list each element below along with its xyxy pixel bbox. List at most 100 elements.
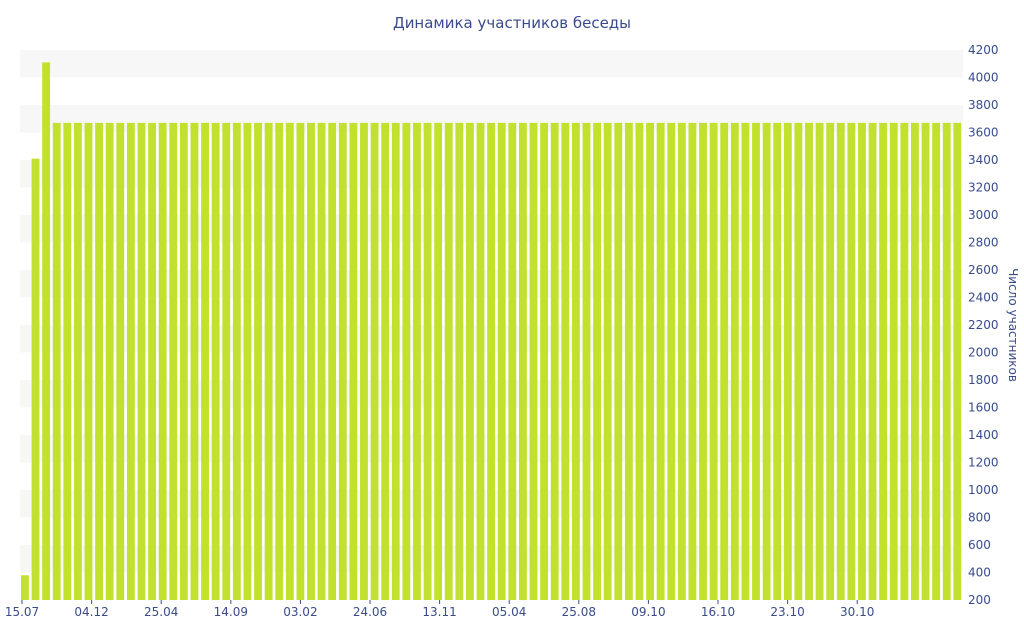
bar <box>360 122 368 601</box>
x-tick-label: 16.10 <box>701 605 735 619</box>
y-tick-label: 2800 <box>968 236 999 250</box>
bar <box>868 122 877 601</box>
x-tick-label: 04.12 <box>74 605 108 619</box>
bar <box>805 122 813 601</box>
bar <box>349 122 358 601</box>
bar <box>529 122 538 601</box>
bar <box>773 122 782 601</box>
x-tick-label: 13.11 <box>422 605 456 619</box>
bar <box>836 122 845 601</box>
bar <box>211 122 220 601</box>
bar <box>942 122 951 601</box>
bar <box>487 122 496 601</box>
y-tick-label: 4200 <box>968 43 999 57</box>
bar <box>243 122 252 601</box>
y-tick-label: 1800 <box>968 373 999 387</box>
y-tick-label: 2400 <box>968 291 999 305</box>
bar <box>137 122 146 601</box>
chart-title: Динамика участников беседы <box>393 14 631 32</box>
y-tick-label: 600 <box>968 538 991 552</box>
bar <box>508 122 517 601</box>
y-axis-label: Число участников <box>1006 268 1020 382</box>
x-tick-label: 09.10 <box>631 605 665 619</box>
bar <box>932 122 941 601</box>
bar <box>158 122 167 601</box>
bar <box>254 122 262 601</box>
bar <box>95 122 104 601</box>
y-tick-label: 200 <box>968 593 991 607</box>
bar <box>126 122 135 601</box>
y-tick-label: 1400 <box>968 428 999 442</box>
bar <box>402 122 411 601</box>
y-tick-label: 3600 <box>968 126 999 140</box>
bars-group <box>21 62 962 601</box>
bar <box>593 122 601 601</box>
bar <box>741 122 750 601</box>
x-tick-label: 14.09 <box>214 605 248 619</box>
y-tick-label: 3400 <box>968 153 999 167</box>
bar <box>31 158 40 601</box>
bar <box>635 122 644 601</box>
bar <box>762 122 771 601</box>
y-tick-label: 400 <box>968 566 991 580</box>
bar <box>794 122 803 601</box>
bar <box>455 122 464 601</box>
bar <box>709 122 718 601</box>
y-tick-label: 3800 <box>968 98 999 112</box>
x-axis-ticks: 15.07 04.12 25.04 14.09 03.02 24.06 13.11 05.04… <box>5 600 874 619</box>
bar <box>413 122 421 601</box>
x-tick-label: 03.02 <box>283 605 317 619</box>
bar <box>423 122 432 601</box>
bar <box>285 122 294 601</box>
x-tick-label: 23.10 <box>770 605 804 619</box>
y-tick-label: 1600 <box>968 401 999 415</box>
y-tick-label: 800 <box>968 511 991 525</box>
bar <box>169 122 178 601</box>
bar <box>730 122 739 601</box>
bar <box>699 122 707 601</box>
x-tick-label: 15.07 <box>5 605 39 619</box>
bar <box>783 122 792 601</box>
bar <box>582 122 591 601</box>
bar <box>116 122 125 601</box>
bar <box>63 122 72 601</box>
x-tick-label: 30.10 <box>840 605 874 619</box>
bar <box>540 122 549 601</box>
bar <box>232 122 241 601</box>
bar <box>953 122 962 601</box>
bar <box>889 122 898 601</box>
y-tick-label: 4000 <box>968 71 999 85</box>
bar <box>275 122 284 601</box>
x-tick-label: 05.04 <box>492 605 526 619</box>
bar <box>73 122 82 601</box>
bar <box>222 122 231 601</box>
bar <box>434 122 443 601</box>
bar <box>497 122 506 601</box>
bar <box>752 122 760 601</box>
bar <box>911 122 919 601</box>
bar <box>858 122 866 601</box>
bar <box>688 122 697 601</box>
y-tick-label: 2000 <box>968 346 999 360</box>
grid-band <box>20 50 963 78</box>
bar <box>21 575 29 600</box>
x-tick-label: 25.04 <box>144 605 178 619</box>
x-tick-label: 24.06 <box>353 605 387 619</box>
bar <box>656 122 665 601</box>
bar <box>190 122 199 601</box>
bar <box>571 122 580 601</box>
y-tick-label: 1200 <box>968 456 999 470</box>
bar <box>105 122 114 601</box>
y-tick-label: 2600 <box>968 263 999 277</box>
x-tick-label: 25.08 <box>562 605 596 619</box>
bar <box>370 122 379 601</box>
bar <box>444 122 453 601</box>
y-tick-label: 1000 <box>968 483 999 497</box>
bar <box>826 122 835 601</box>
bar <box>900 122 909 601</box>
bar <box>148 122 156 601</box>
bar <box>296 122 305 601</box>
bar <box>328 122 337 601</box>
bar <box>476 122 485 601</box>
bar <box>677 122 686 601</box>
